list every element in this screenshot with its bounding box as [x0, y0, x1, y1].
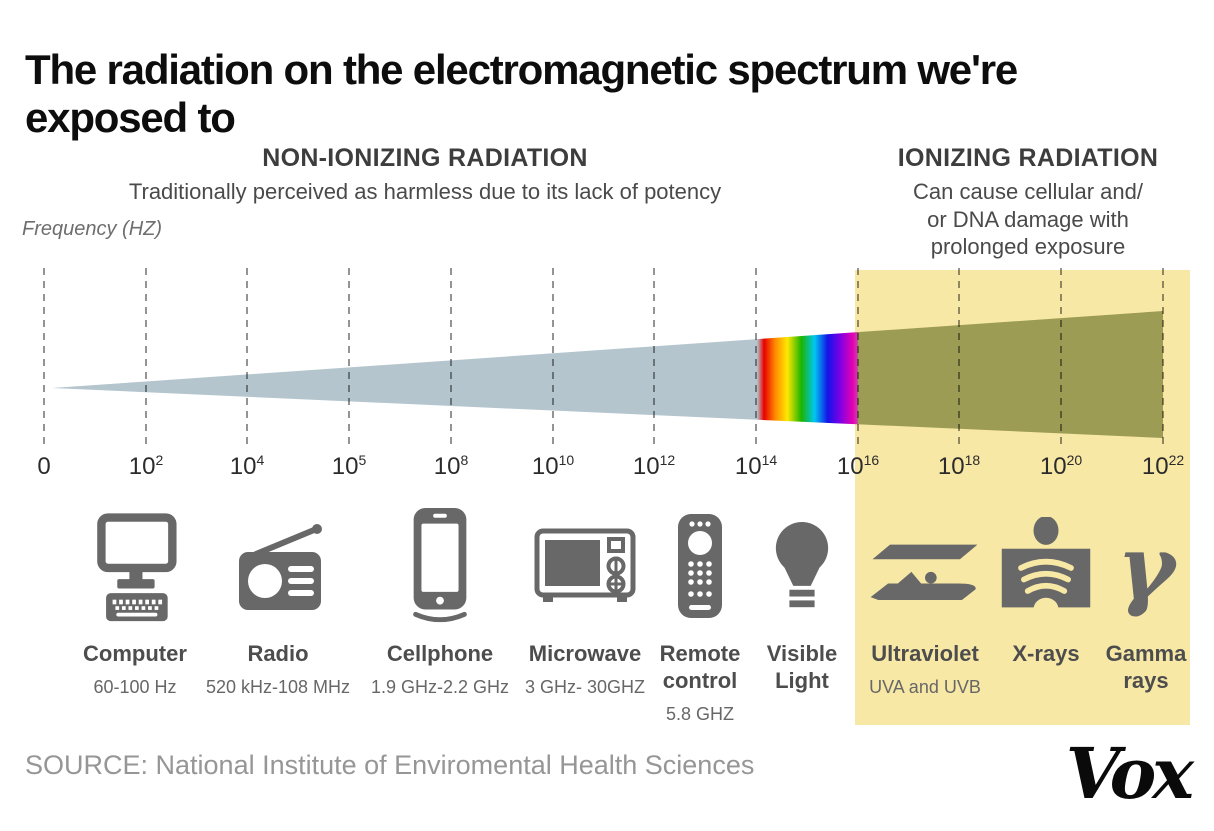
cellphone-icon: [355, 505, 525, 629]
tanning-bed-icon: [850, 505, 1000, 629]
non-ionizing-subheading: Traditionally perceived as harmless due …: [128, 179, 722, 204]
item-visible-light: Visible Light: [754, 505, 850, 704]
item-label: Radio: [247, 641, 309, 666]
item-remote-control: Remote control 5.8 GHZ: [648, 505, 752, 725]
axis-tick: 1018: [937, 452, 981, 480]
item-label: Visible Light: [766, 641, 838, 693]
axis-tick: 108: [433, 452, 469, 480]
item-label: Microwave: [528, 641, 642, 666]
item-frequency: 520 kHz-108 MHz: [205, 676, 351, 697]
item-cellphone: Cellphone 1.9 GHz-2.2 GHz: [355, 505, 525, 698]
axis-tick: 1010: [531, 452, 575, 480]
item-frequency: 1.9 GHz-2.2 GHz: [370, 676, 510, 697]
axis-tick: 1012: [632, 452, 676, 480]
ionizing-heading: IONIZING RADIATION: [897, 144, 1159, 172]
axis-tick: 1014: [734, 452, 778, 480]
x-ray-icon: [986, 505, 1106, 629]
item-gamma-rays: γ Gamma rays: [1094, 505, 1198, 704]
gamma-symbol-icon: γ: [1116, 515, 1176, 619]
axis-tick: 1022: [1141, 452, 1185, 480]
ionizing-section-header: IONIZING RADIATION Can cause cellular an…: [878, 144, 1178, 261]
item-label: Gamma rays: [1105, 641, 1187, 693]
microwave-icon: [505, 505, 665, 629]
item-label: Ultraviolet: [871, 641, 979, 666]
axis-tick: 0: [37, 453, 51, 480]
source-attribution: SOURCE: National Institute of Enviroment…: [25, 750, 755, 780]
item-frequency: 5.8 GHZ: [665, 703, 735, 724]
computer-icon: [60, 505, 210, 629]
item-label: Computer: [83, 641, 187, 666]
axis-tick: 1020: [1039, 452, 1083, 480]
page-title: The radiation on the electromagnetic spe…: [25, 46, 1018, 142]
radio-icon: [193, 505, 363, 629]
item-computer: Computer 60-100 Hz: [60, 505, 210, 698]
axis-tick: 102: [128, 452, 164, 480]
item-label: Remote control: [659, 641, 741, 693]
non-ionizing-wedge-segment: [52, 311, 757, 438]
item-microwave: Microwave 3 GHz- 30GHZ: [505, 505, 665, 698]
light-bulb-icon: [754, 505, 850, 629]
item-label: Cellphone: [386, 641, 494, 666]
item-x-rays: X-rays: [986, 505, 1106, 677]
item-ultraviolet: Ultraviolet UVA and UVB: [850, 505, 1000, 698]
axis-tick: 105: [331, 452, 367, 480]
item-radio: Radio 520 kHz-108 MHz: [193, 505, 363, 698]
item-frequency: UVA and UVB: [869, 676, 981, 697]
frequency-axis-label: Frequency (HZ): [22, 218, 163, 240]
axis-tick: 1016: [836, 452, 880, 480]
item-frequency: 3 GHz- 30GHZ: [524, 676, 646, 697]
axis-tick: 104: [229, 452, 265, 480]
non-ionizing-section-header: NON-IONIZING RADIATION Traditionally per…: [125, 144, 725, 206]
item-label: X-rays: [1012, 641, 1080, 666]
ionizing-subheading: Can cause cellular and/ or DNA damage wi…: [913, 179, 1143, 259]
visible-light-spectrum-segment: [757, 311, 858, 438]
vox-logo: Vox: [1065, 732, 1194, 815]
item-frequency: 60-100 Hz: [93, 676, 177, 697]
remote-control-icon: [648, 505, 752, 629]
non-ionizing-heading: NON-IONIZING RADIATION: [262, 144, 588, 172]
